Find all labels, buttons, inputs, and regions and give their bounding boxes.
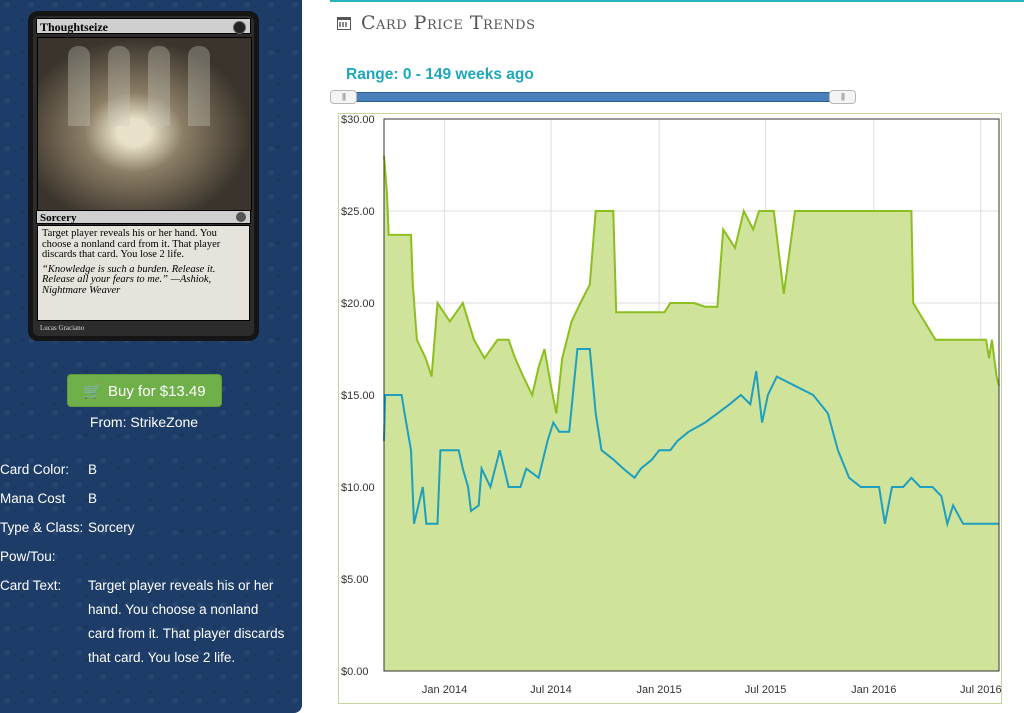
range-slider[interactable]: ||| ||| [330,88,856,106]
buy-button[interactable]: 🛒 Buy for $13.49 [67,374,222,407]
y-tick-label: $10.00 [341,482,375,494]
art-pillar [148,46,170,126]
black-mana-icon [233,21,246,34]
y-tick-label: $5.00 [341,574,369,586]
card-art [37,37,252,211]
card-artist-credit: Lucas Graciano [40,324,85,332]
set-symbol-icon [236,212,246,222]
detail-value: Target player reveals his or her hand. Y… [88,578,285,665]
card-type-line: Sorcery [40,212,77,224]
slider-track[interactable] [336,92,848,102]
card-name-bar: Thoughtseize [36,18,251,34]
series-high-area [384,155,999,672]
buy-button-label: Buy for $13.49 [108,383,206,400]
card-rules-text: Target player reveals his or her hand. Y… [42,228,221,260]
price-chart: $0.00 $5.00 $10.00 $15.00 $20.00 $25.00 $30.00… [338,113,1002,704]
slider-handle-start[interactable]: ||| [330,90,357,104]
detail-value: B [88,462,98,477]
x-tick-label: Jan 2016 [851,684,896,696]
card-image: Thoughtseize Sorcery Target player revea… [28,11,259,341]
x-tick-label: Jan 2014 [422,684,467,696]
page-title-text: Card Price Trends [361,12,536,34]
header-accent-line [330,0,1024,2]
y-tick-label: $20.00 [341,298,375,310]
y-axis-ticks: $0.00 $5.00 $10.00 $15.00 $20.00 $25.00 $30.00 [341,114,375,678]
card-flavor-text: “Knowledge is such a burden. Release it.… [42,263,216,296]
x-axis-ticks: Jan 2014 Jul 2014 Jan 2015 Jul 2015 Jan 2016… [422,684,1001,696]
series-low-line [383,348,999,528]
x-tick-label: Jan 2015 [637,684,682,696]
cart-icon: 🛒 [83,383,103,400]
detail-label: Type & Class: [0,520,84,535]
y-tick-label: $0.00 [341,666,369,678]
x-tick-label: Jul 2014 [530,684,572,696]
detail-value: B [88,491,98,506]
detail-value: Sorcery [88,520,135,535]
y-tick-label: $25.00 [341,206,375,218]
calendar-icon [337,17,351,30]
art-pillar [108,46,130,126]
card-text-box: Target player reveals his or her hand. Y… [37,225,250,321]
slider-handle-end[interactable]: ||| [829,90,856,104]
detail-label: Mana Cost [0,491,66,506]
card-name: Thoughtseize [40,20,109,34]
y-tick-label: $30.00 [341,114,375,126]
plot-frame [383,118,1000,672]
seller-label: From: StrikeZone [89,414,199,430]
y-tick-label: $15.00 [341,390,375,402]
range-label: Range: 0 - 149 weeks ago [346,66,534,83]
x-tick-label: Jul 2016 [960,684,1001,696]
x-tick-label: Jul 2015 [745,684,787,696]
page-title: Card Price Trends [337,12,536,34]
detail-label: Card Color: [0,462,70,477]
card-sidebar: Thoughtseize Sorcery Target player revea… [0,0,302,713]
price-chart-svg: $0.00 $5.00 $10.00 $15.00 $20.00 $25.00 $30.00… [341,114,1001,696]
card-type-bar: Sorcery [36,210,251,224]
art-pillar [188,46,210,126]
detail-label: Pow/Tou: [0,549,56,564]
art-pillar [68,46,90,126]
detail-label: Card Text: [0,578,62,593]
series-high-line [383,155,1000,414]
